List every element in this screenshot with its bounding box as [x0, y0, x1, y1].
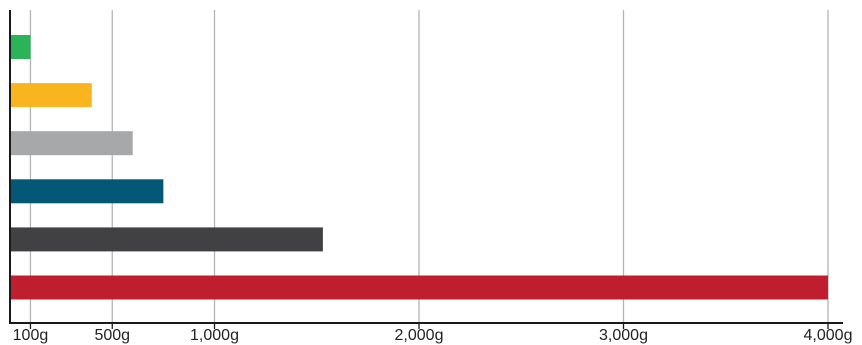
x-tick-label-2: 1,000g	[190, 327, 239, 344]
x-tick-label-0: 100g	[13, 327, 49, 344]
x-tick-label-4: 3,000g	[599, 327, 648, 344]
bar-4	[10, 227, 323, 252]
x-tick-label-5: 4,000g	[804, 327, 853, 344]
gridlines	[29, 10, 829, 323]
bar-2	[10, 131, 133, 156]
bar-5	[10, 275, 828, 300]
bar-0	[10, 35, 31, 59]
x-tick-label-3: 2,000g	[395, 327, 444, 344]
x-tick-label-1: 500g	[94, 327, 130, 344]
x-axis-ticks: 100g 500g 1,000g 2,000g 3,000g 4,000g	[13, 323, 853, 344]
bars	[10, 35, 828, 300]
bar-1	[10, 83, 92, 108]
bar-3	[10, 179, 164, 204]
